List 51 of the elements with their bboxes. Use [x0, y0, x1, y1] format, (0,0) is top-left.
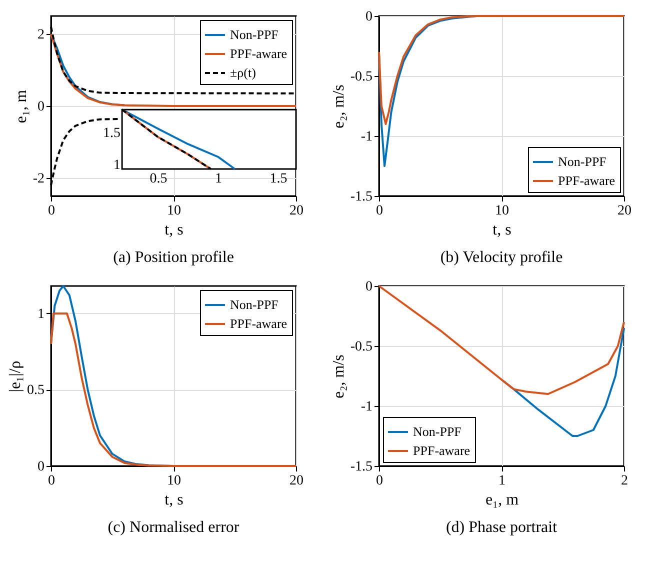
- y-tick-label: -0.5: [350, 70, 372, 84]
- y-tick-label: -1.5: [350, 190, 372, 204]
- y-axis-title: e₂, m/s: [330, 84, 348, 128]
- y-tick-label: 1: [38, 306, 44, 322]
- text: (b) Velocity profile: [440, 249, 563, 266]
- y-axis-title: e₁, m: [12, 89, 30, 124]
- x-tick-label: 20: [290, 204, 304, 218]
- y-tick-label: 0: [366, 280, 372, 294]
- y-tick-label: 0: [366, 10, 372, 24]
- text: (a) Position profile: [113, 249, 234, 266]
- legend-label: PPF-aware: [230, 316, 288, 331]
- y-axis-title: e₂, m/s: [330, 354, 348, 398]
- y-tick-label: 0: [38, 460, 44, 474]
- x-tick-label: 1: [215, 172, 222, 186]
- y-axis-title: |e₁|/ρ: [7, 360, 24, 392]
- y-tick-label: -2: [32, 172, 44, 186]
- legend-label: Non-PPF: [230, 297, 278, 312]
- x-tick-label: 0: [48, 204, 55, 218]
- y-tick-label: -0.5: [350, 340, 372, 354]
- legend-label: ±ρ(t): [230, 65, 256, 80]
- line-series: [121, 108, 236, 170]
- legend-label: PPF-aware: [558, 173, 616, 188]
- x-tick-label: 10: [495, 204, 509, 218]
- x-axis-title: t, s: [492, 222, 512, 238]
- legend-label: Non-PPF: [413, 424, 462, 439]
- x-tick-label: 1.5: [270, 172, 288, 186]
- legend-label: Non-PPF: [230, 27, 278, 42]
- x-tick-label: 1: [498, 474, 506, 488]
- x-axis-title: t, s: [164, 222, 184, 238]
- legend-label: PPF-aware: [413, 443, 470, 458]
- y-tick-label: -1: [360, 400, 372, 414]
- text: (c) Normalised error: [108, 519, 240, 536]
- legend-label: PPF-aware: [230, 46, 288, 61]
- x-axis-title: t, s: [164, 492, 184, 508]
- x-tick-label: 20: [290, 474, 304, 488]
- y-tick-label: 0: [38, 100, 44, 114]
- x-tick-label: 10: [167, 474, 181, 488]
- y-tick-label: 0.5: [27, 383, 44, 398]
- y-tick-label: -1: [360, 130, 372, 144]
- y-tick-label: 2: [38, 28, 44, 42]
- text: (d) Phase portrait: [446, 519, 558, 536]
- x-tick-label: 2: [621, 474, 628, 488]
- x-tick-label: 0: [48, 474, 55, 488]
- x-tick-label: 0.5: [150, 172, 168, 186]
- x-tick-label: 0: [376, 204, 383, 218]
- x-tick-label: 10: [167, 204, 181, 218]
- x-tick-label: 20: [618, 204, 632, 218]
- y-tick-label: -1.5: [350, 460, 372, 474]
- x-axis-title: e₁, m: [485, 492, 520, 508]
- x-tick-label: 0: [376, 474, 383, 488]
- legend-label: Non-PPF: [558, 154, 606, 169]
